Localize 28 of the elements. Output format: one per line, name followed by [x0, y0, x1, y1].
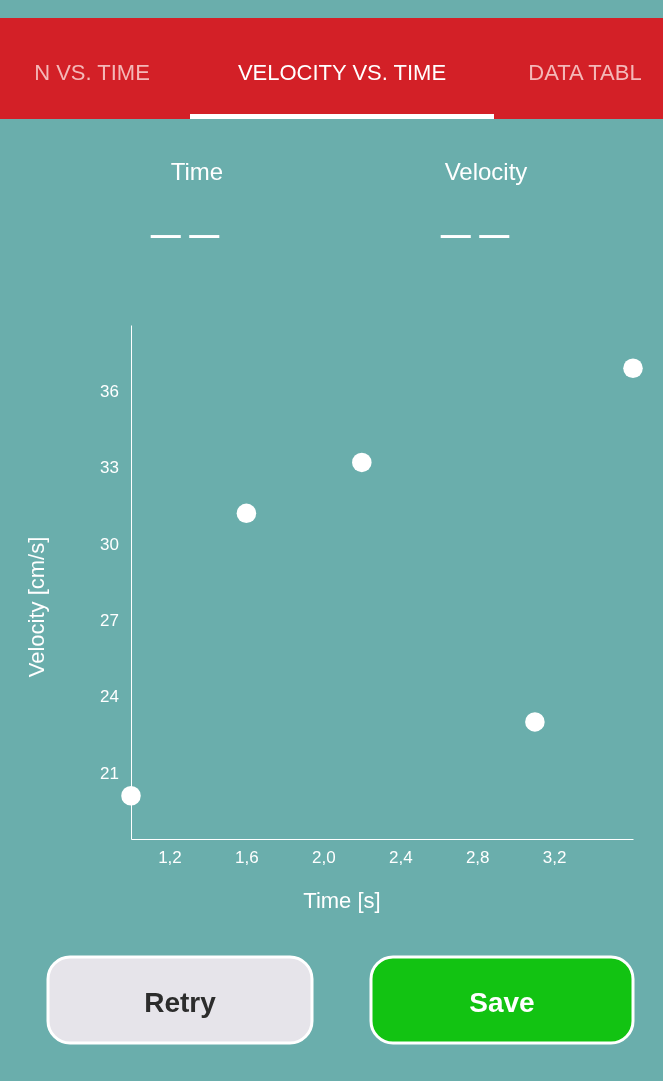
point: [623, 358, 643, 379]
text: Retry: [144, 987, 217, 1018]
x-tick-label: 1,6: [235, 848, 259, 868]
x-tick-label: 3,2: [542, 848, 567, 868]
point: [121, 785, 141, 806]
y-tick-label: 27: [100, 611, 119, 631]
text: VELOCITY VS. TIME: [237, 60, 447, 85]
text: N VS. TIME: [34, 60, 150, 85]
y-axis-title: Velocity [cm/s]: [24, 536, 49, 678]
x-tick-label: 2,4: [388, 848, 413, 868]
point: [352, 452, 372, 473]
y-tick-label: 24: [100, 687, 119, 707]
x-tick-label: 2,0: [312, 848, 336, 868]
x-axis-title: Time [s]: [303, 888, 381, 913]
text: Save: [469, 987, 535, 1018]
text: Time: [170, 158, 224, 185]
y-tick-label: 36: [100, 382, 119, 402]
point: [525, 712, 545, 732]
y-tick-label: 21: [100, 763, 119, 783]
text: Velocity: [444, 158, 528, 185]
text: — —: [440, 218, 510, 251]
point: [236, 503, 257, 524]
x-tick-label: 2,8: [465, 848, 490, 868]
y-tick-label: 30: [100, 534, 119, 554]
x-tick-label: 1,2: [158, 848, 182, 868]
text: — —: [150, 218, 220, 251]
text: DATA TABL: [528, 60, 642, 85]
y-tick-label: 33: [100, 458, 119, 478]
